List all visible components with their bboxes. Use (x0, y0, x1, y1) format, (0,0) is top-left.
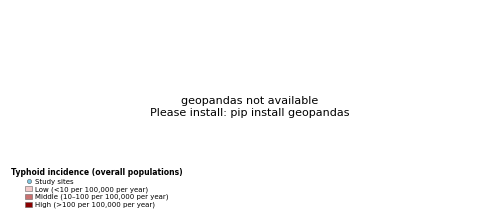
Text: geopandas not available
Please install: pip install geopandas: geopandas not available Please install: … (150, 96, 350, 118)
Legend: Study sites, Low (<10 per 100,000 per year), Middle (10–100 per 100,000 per year: Study sites, Low (<10 per 100,000 per ye… (9, 166, 185, 211)
